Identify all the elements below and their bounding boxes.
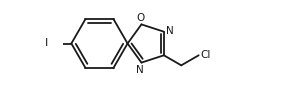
Text: N: N <box>136 65 144 75</box>
Text: O: O <box>136 13 144 23</box>
Text: Cl: Cl <box>201 50 211 60</box>
Text: N: N <box>166 26 174 36</box>
Text: I: I <box>45 39 48 48</box>
